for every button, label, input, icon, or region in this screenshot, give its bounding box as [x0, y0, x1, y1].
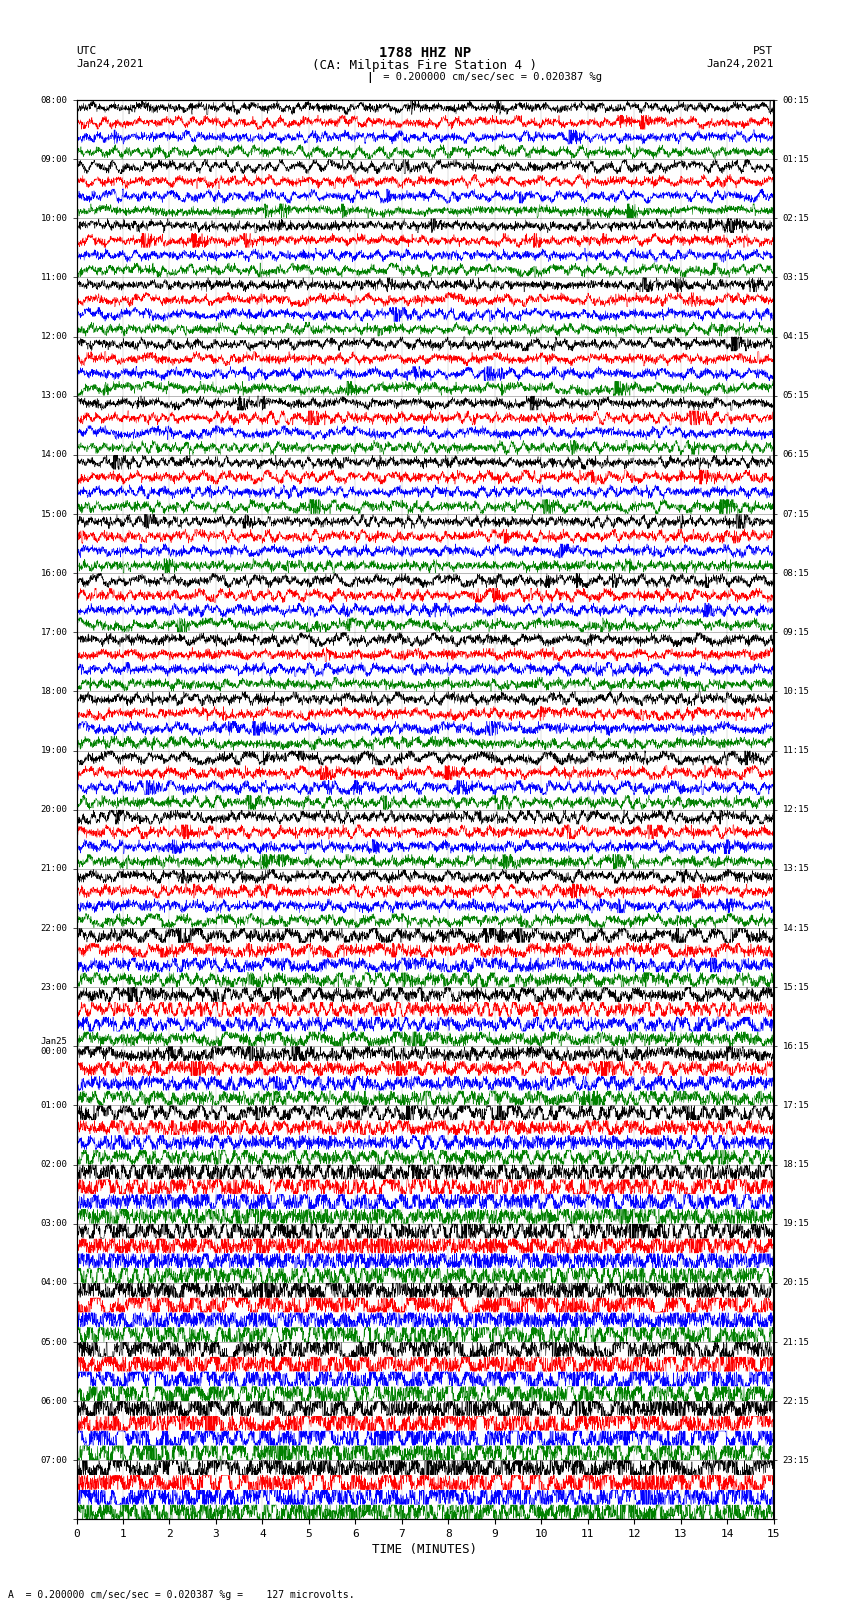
X-axis label: TIME (MINUTES): TIME (MINUTES) — [372, 1544, 478, 1557]
Text: = 0.200000 cm/sec/sec = 0.020387 %g: = 0.200000 cm/sec/sec = 0.020387 %g — [377, 71, 602, 82]
Text: Jan24,2021: Jan24,2021 — [76, 58, 144, 69]
Text: (CA: Milpitas Fire Station 4 ): (CA: Milpitas Fire Station 4 ) — [313, 58, 537, 73]
Text: PST: PST — [753, 45, 774, 56]
Text: A  = 0.200000 cm/sec/sec = 0.020387 %g =    127 microvolts.: A = 0.200000 cm/sec/sec = 0.020387 %g = … — [8, 1590, 355, 1600]
Text: 1788 HHZ NP: 1788 HHZ NP — [379, 45, 471, 60]
Text: Jan24,2021: Jan24,2021 — [706, 58, 774, 69]
Text: UTC: UTC — [76, 45, 97, 56]
Text: |: | — [366, 71, 373, 82]
